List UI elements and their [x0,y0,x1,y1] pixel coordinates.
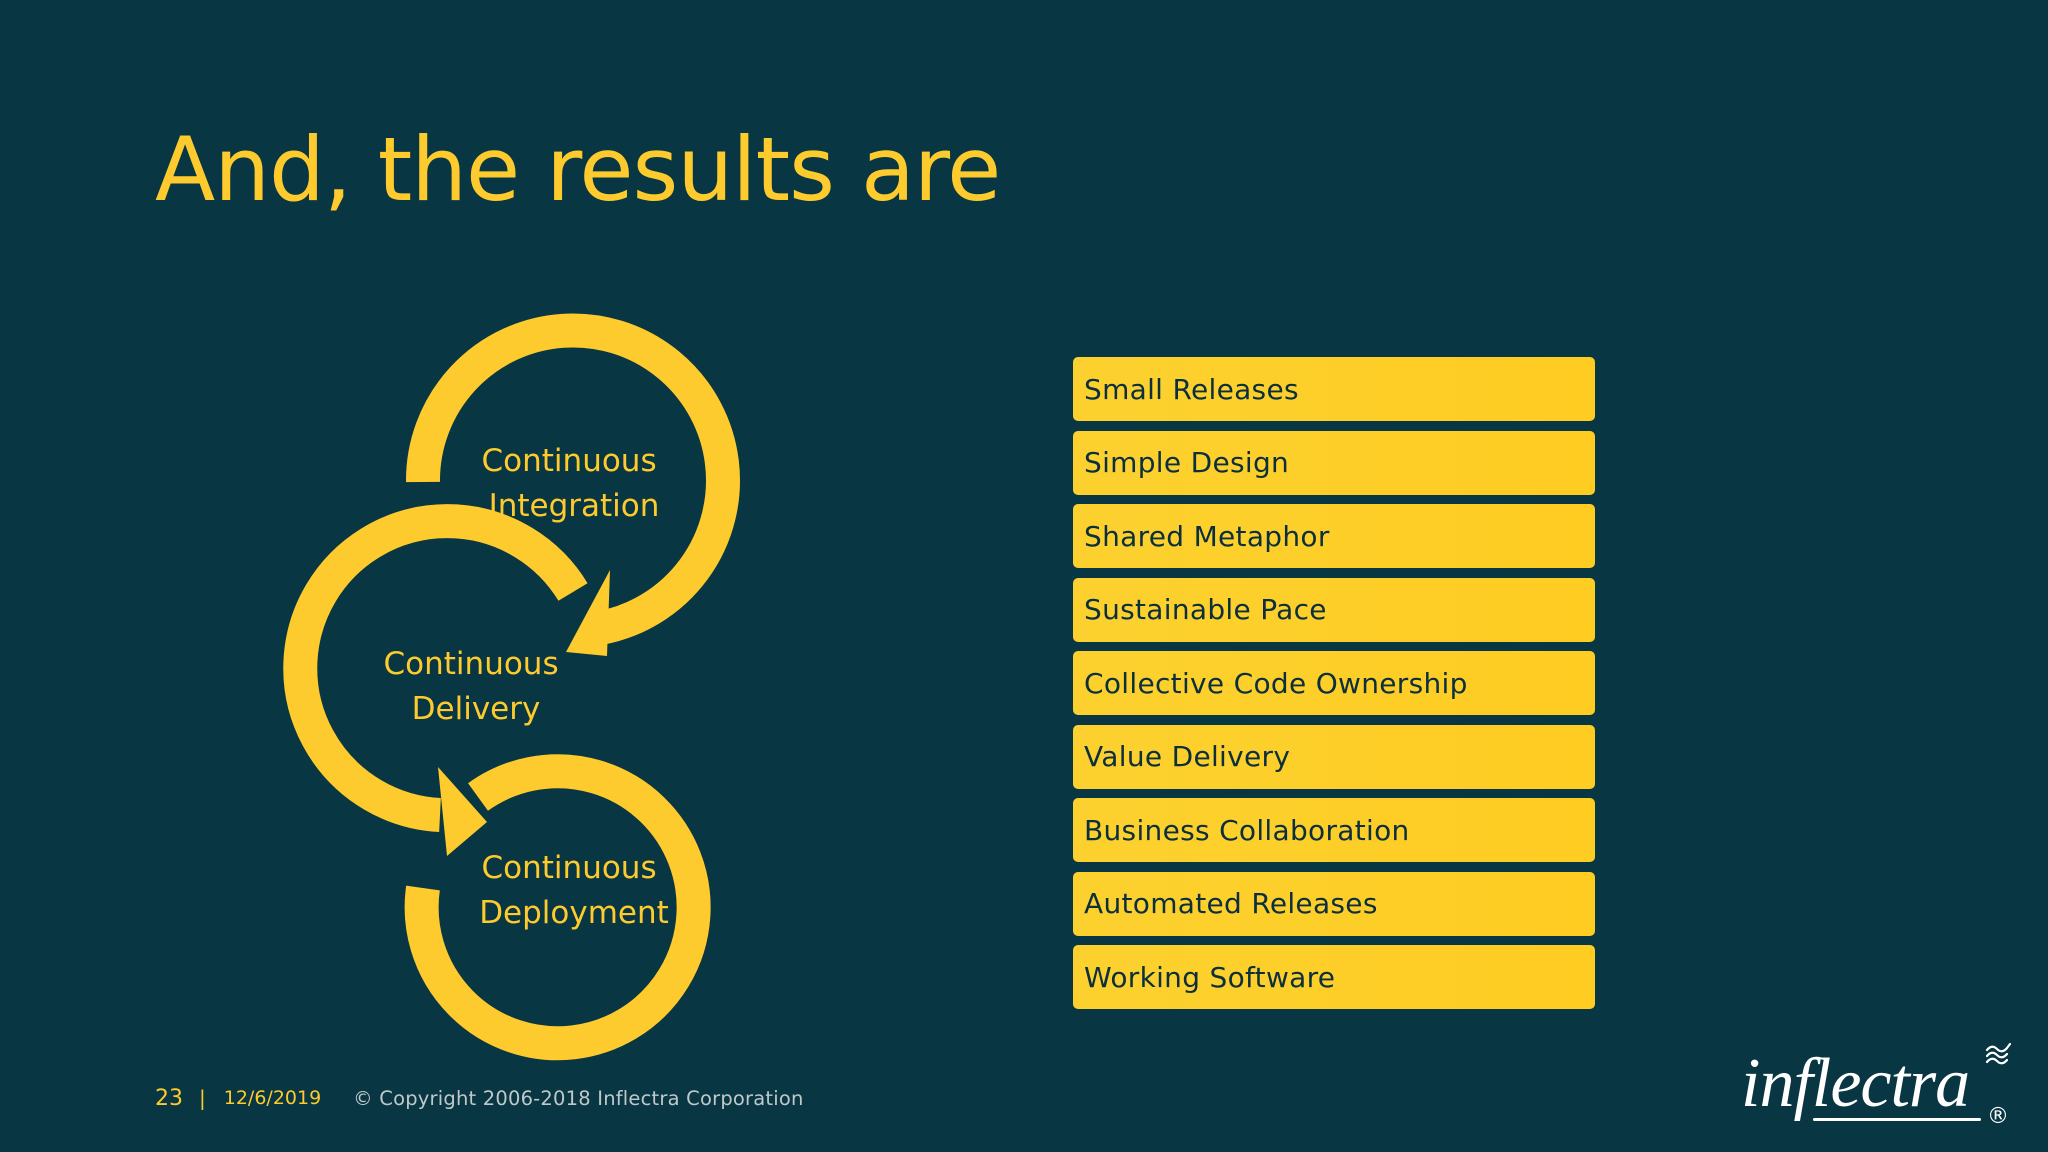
inflectra-logo: inflectra ® [1735,1040,2015,1140]
delivery-ring [283,504,588,856]
slide-title: And, the results are [155,118,1001,221]
deployment-label: Continuous Deployment [479,850,669,931]
registered-mark: ® [1987,1104,2009,1129]
page-number: 23 [155,1085,183,1111]
practice-item: Value Delivery [1073,724,1595,789]
practice-item: Collective Code Ownership [1073,651,1595,715]
practice-item: Business Collaboration [1073,798,1595,862]
delivery-label: Continuous Delivery [384,646,569,727]
practices-list: Small Releases Simple Design Shared Meta… [1073,357,1595,1019]
deployment-ring-arc [404,754,711,1061]
footer-separator: | [199,1086,206,1110]
deployment-label-line-2: Deployment [479,895,669,931]
practice-item: Small Releases [1073,357,1595,421]
integration-label-line-1: Continuous [482,443,657,479]
practice-item: Simple Design [1073,430,1595,495]
integration-ring-arrowhead [566,570,610,656]
copyright-notice: © Copyright 2006-2018 Inflectra Corporat… [353,1086,804,1110]
practice-item: Shared Metaphor [1073,504,1595,568]
practice-item: Automated Releases [1073,871,1595,936]
slide-footer: 23 | 12/6/2019 © Copyright 2006-2018 Inf… [155,1083,804,1113]
footer-date: 12/6/2019 [223,1087,322,1109]
delivery-label-line-2: Delivery [412,691,541,727]
logo-wordmark: inflectra [1741,1045,1970,1122]
deployment-label-line-1: Continuous [482,850,657,886]
integration-ring [405,313,740,656]
logo-underline [1813,1118,1981,1121]
integration-label: Continuous Integration [482,443,667,524]
practice-item: Sustainable Pace [1073,577,1595,642]
integration-label-line-2: Integration [489,488,660,524]
delivery-label-line-1: Continuous [384,646,559,682]
delivery-ring-arrowhead [438,767,487,856]
practice-item: Working Software [1073,945,1595,1009]
waves-icon [1985,1042,2012,1065]
integration-ring-arc [405,313,740,645]
deployment-ring [404,754,711,1061]
delivery-ring-arc [283,504,588,832]
